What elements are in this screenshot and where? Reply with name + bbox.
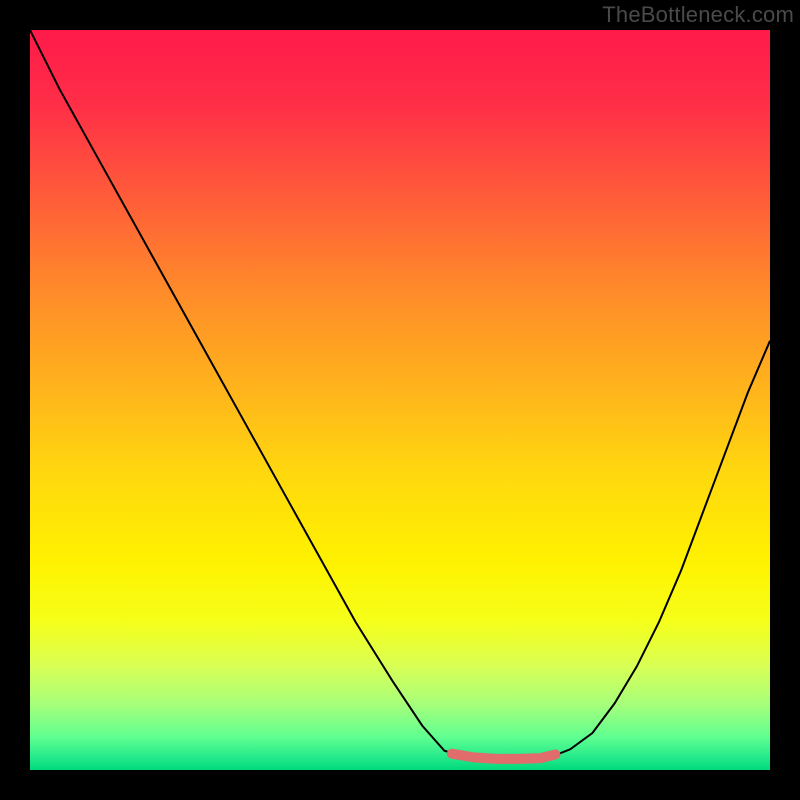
- curve-layer: [30, 30, 770, 770]
- watermark-text: TheBottleneck.com: [602, 2, 794, 28]
- highlight-segment: [452, 754, 556, 759]
- chart-frame: TheBottleneck.com: [0, 0, 800, 800]
- bottleneck-curve: [30, 30, 770, 759]
- plot-area: [30, 30, 770, 770]
